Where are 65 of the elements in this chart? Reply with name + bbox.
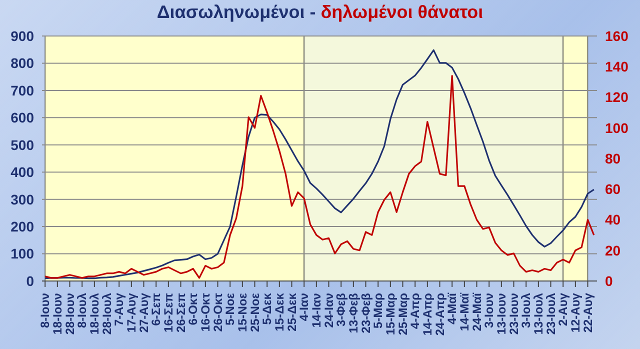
x-tick-label: 6-Σεπ	[149, 293, 164, 326]
x-tick-label: 15-Νοε	[235, 292, 250, 332]
x-tick-label: 3-Φεβ	[334, 293, 348, 327]
x-tick-label: 4-Απρ	[408, 293, 422, 329]
x-tick-label: 14-Μαϊ	[457, 292, 472, 332]
x-tick-label: 25-Νοε	[248, 292, 262, 332]
x-tick-label: 28-Ιουν	[62, 292, 77, 335]
x-tick-label: 8-Ιουλ	[75, 292, 90, 328]
x-tick-label: 6-Οκτ	[186, 292, 200, 326]
x-tick-label: 25-Μαρ	[396, 293, 410, 336]
y-tick-label: 700	[10, 82, 34, 98]
y2-tick-label: 140	[605, 58, 629, 75]
x-tick-label: 23-Φεβ	[358, 293, 373, 334]
x-tick-label: 23-Ιουν	[506, 292, 521, 335]
y-tick-label: 600	[10, 110, 34, 126]
x-tick-label: 13-Φεβ	[346, 293, 360, 334]
y-tick-label: 300	[10, 191, 34, 208]
x-tick-label: 3-Ιουν	[482, 292, 496, 328]
x-tick-label: 2-Αυγ	[556, 292, 570, 326]
x-tick-label: 4-Μαϊ	[445, 292, 460, 324]
y-tick-label: 200	[10, 218, 34, 235]
x-tick-label: 26-Οκτ	[210, 292, 225, 332]
x-tick-label: 24-Ιαν	[322, 292, 336, 328]
x-tick-label: 15-Μαρ	[383, 293, 398, 336]
y-tick-label: 0	[26, 272, 34, 289]
x-tick-label: 5-Νοε	[223, 292, 238, 326]
y2-tick-label: 160	[605, 28, 629, 44]
x-tick-label: 15-Δεκ	[272, 292, 286, 332]
x-tick-label: 25-Δεκ	[284, 292, 299, 332]
y2-tick-label: 120	[605, 89, 629, 106]
x-tick-label: 17-Αυγ	[124, 292, 138, 333]
x-tick-label: 18-Ιουλ	[87, 292, 102, 335]
x-tick-label: 22-Αυγ	[580, 292, 595, 333]
y2-tick-label: 0	[605, 272, 613, 289]
x-tick-label: 24-Απρ	[432, 293, 447, 336]
x-tick-label: 24-Μαϊ	[470, 292, 484, 332]
x-tick-label: 14-Ιαν	[309, 292, 324, 328]
x-tick-label: 16-Οκτ	[198, 292, 212, 332]
y2-tick-label: 100	[605, 120, 629, 136]
y-tick-label: 900	[10, 28, 34, 44]
x-tick-label: 8-Ιουν	[38, 292, 52, 328]
x-tick-label: 13-Ιουν	[494, 292, 508, 335]
y-tick-label: 400	[10, 164, 34, 180]
x-tick-label: 5-Μαρ	[371, 293, 386, 328]
x-tick-label: 26-Σεπ	[174, 293, 188, 332]
x-tick-label: 18-Ιουν	[50, 292, 64, 335]
x-tick-label: 16-Σεπ	[161, 293, 176, 332]
y2-tick-label: 80	[605, 150, 621, 166]
x-tick-label: 12-Αυγ	[568, 292, 582, 333]
x-tick-label: 5-Δεκ	[260, 292, 274, 325]
y-tick-label: 500	[10, 136, 34, 153]
y2-tick-label: 20	[605, 242, 621, 258]
chart-title: Διασωληνωμένοι - δηλωμένοι θάνατοι	[156, 2, 484, 22]
x-tick-label: 14-Απρ	[420, 293, 434, 336]
x-tick-label: 23-Ιουλ	[544, 292, 558, 335]
x-tick-label: 13-Ιουλ	[531, 292, 546, 335]
y2-tick-label: 40	[605, 212, 621, 228]
x-tick-label: 27-Αυγ	[136, 292, 151, 333]
x-tick-label: 4-Ιαν	[297, 292, 312, 322]
x-tick-label: 3-Ιουλ	[519, 292, 534, 328]
x-tick-label: 28-Ιουλ	[100, 292, 114, 335]
y-tick-label: 100	[10, 246, 34, 262]
y-tick-label: 800	[10, 55, 34, 72]
x-tick-label: 7-Αυγ	[112, 292, 126, 326]
y2-tick-label: 60	[605, 181, 621, 198]
